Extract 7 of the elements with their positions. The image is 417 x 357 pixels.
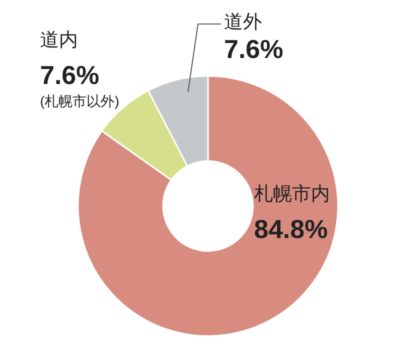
text: (札幌市以外) <box>40 93 120 109</box>
data-label: 7.6% <box>224 34 284 64</box>
slice-label: 道外 <box>224 12 262 33</box>
slice-label: 札幌市内 <box>254 183 330 205</box>
data-label: 84.8% <box>254 214 328 244</box>
slice-label: 道内 <box>40 30 78 51</box>
data-label: 7.6% <box>40 60 100 90</box>
